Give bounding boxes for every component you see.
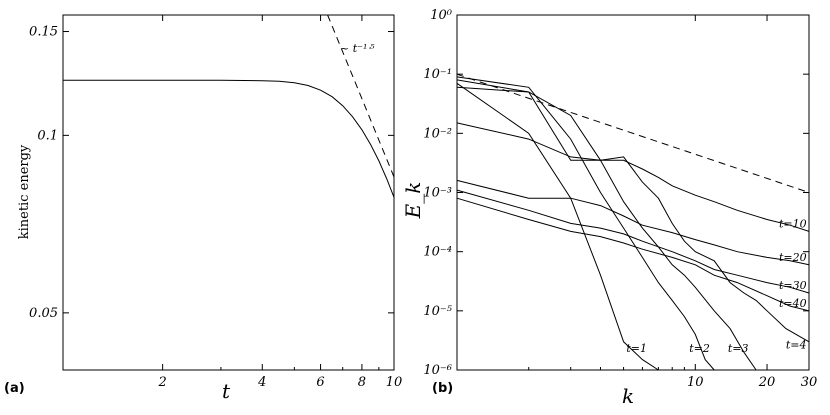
panel-b-series-t-3: [456, 79, 757, 371]
panel-a-x-tick-label: 2: [158, 375, 167, 390]
panel-a-power-law-reference-line: [327, 14, 395, 178]
panel-b-series-label: t=20: [779, 251, 807, 264]
panel-b-series-t-10: [456, 122, 810, 232]
panel-b-series-t-30: [456, 189, 810, 294]
panel-a-power-law-annotation: ~ t⁻¹ᐧ⁵: [340, 42, 375, 55]
panel-b-y-tick-label: 10⁻⁶: [423, 363, 452, 378]
panel-a-axes-frame: [62, 14, 395, 371]
panel-b-series-t-20: [456, 179, 810, 266]
panel-a-kinetic-energy-plot: 2 4 6 8 10 0.05 0.1 0.15 ~ t⁻¹ᐧ⁵ (a) t kinetic…: [4, 14, 403, 403]
panel-a-x-axis-title: t: [222, 379, 231, 403]
panel-a-y-axis-title: kinetic energy: [17, 144, 32, 239]
panel-b-series-label: t=3: [728, 342, 749, 355]
panel-b-y-tick-label: 10⁻²: [423, 126, 452, 141]
panel-b-series-label: t=30: [779, 279, 807, 292]
panel-b-series-t-4: [456, 86, 810, 343]
panel-b-y-tick-label: 10⁻¹: [423, 67, 452, 82]
panel-b-y-axis-title: E_k: [401, 182, 425, 220]
panel-b-x-tick-label: 20: [758, 375, 776, 390]
panel-a-x-tick-label: 10: [386, 375, 403, 390]
panel-b-power-law-reference-line: [456, 73, 810, 193]
panel-a-x-tick-label: 8: [358, 375, 366, 390]
panel-b-series-label: t=4: [786, 339, 807, 352]
panel-b-x-tick-label: 30: [801, 375, 818, 390]
panel-b-x-axis-title: k: [622, 384, 634, 408]
panel-b-y-tick-label: 10⁻⁵: [423, 304, 452, 319]
panel-a-x-tick-label: 4: [257, 375, 266, 390]
panel-b-series-label: t=40: [779, 297, 807, 310]
panel-b-series-t-2: [456, 76, 715, 371]
panel-b-x-tick-label: 10: [687, 375, 704, 390]
panel-b-series-label: t=2: [689, 342, 710, 355]
panel-b-label: (b): [432, 381, 453, 396]
panel-b-y-tick-label: 10⁻⁴: [423, 245, 452, 260]
panel-b-y-tick-label: 10⁻³: [423, 186, 452, 201]
panel-a-y-tick-label: 0.1: [37, 128, 58, 143]
panel-b-series-label: t=1: [626, 342, 647, 355]
panel-a-y-tick-label: 0.05: [29, 306, 58, 321]
panel-a-x-tick-label: 6: [316, 375, 324, 390]
panel-b-series-t-1: [456, 82, 659, 371]
panel-b-series-label: t=10: [779, 217, 807, 230]
panel-a-label: (a): [4, 381, 25, 396]
panel-b-axes-frame: [456, 14, 810, 371]
panel-b-y-tick-label: 10⁰: [430, 8, 453, 23]
panel-b-energy-spectrum-plot: 10 20 30 10⁰ 10⁻¹ 10⁻² 10⁻³ 10⁻⁴ 10⁻⁵ 10⁻⁶ t=1 t=…: [401, 8, 817, 408]
panel-a-energy-curve: [63, 79, 395, 198]
panel-b-series-t-40: [456, 197, 810, 312]
panel-a-y-tick-label: 0.15: [29, 25, 58, 40]
